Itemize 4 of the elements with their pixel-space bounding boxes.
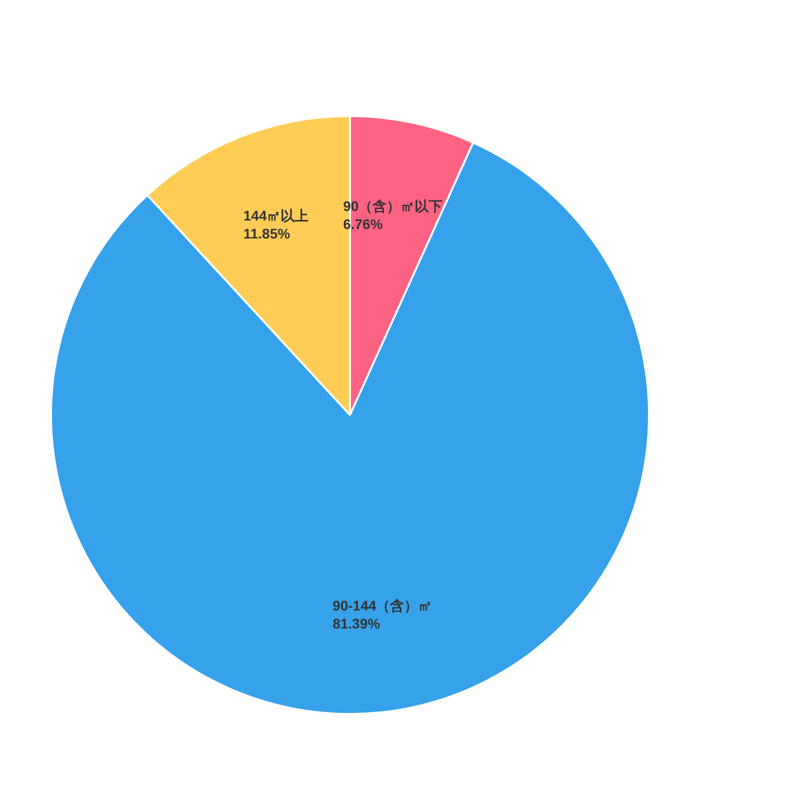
data-label: 81.39% <box>332 616 381 632</box>
slice-label: 144㎡以上 <box>243 207 309 224</box>
slice-label: 90-144（含）㎡ <box>332 598 432 614</box>
data-label: 11.85% <box>243 225 291 242</box>
